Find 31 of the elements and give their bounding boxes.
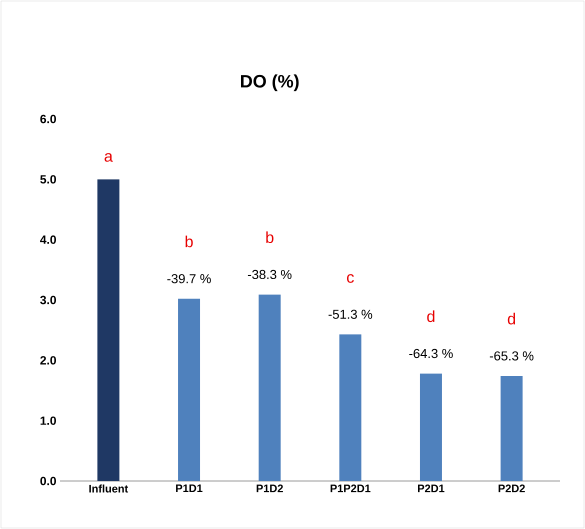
x-tick-label: Influent	[89, 484, 128, 493]
bar	[97, 179, 120, 481]
annotation: -65.3 %	[490, 351, 534, 360]
bar	[339, 334, 362, 481]
x-tick-label: P2D1	[418, 484, 444, 492]
annotation: -39.7 %	[167, 274, 211, 284]
x-tick-label: P1D1	[176, 484, 202, 492]
y-tick-label: 2.0	[40, 356, 56, 365]
y-tick-label: 3.0	[40, 296, 56, 304]
x-tick-label: P2D2	[498, 484, 525, 492]
y-tick-label: 6.0	[40, 114, 56, 124]
annotation: d	[427, 310, 434, 322]
bar	[500, 376, 523, 481]
bar	[178, 298, 200, 481]
y-tick-label: 0.0	[40, 476, 56, 486]
y-tick-label: 4.0	[40, 235, 56, 244]
bar	[420, 374, 442, 481]
annotation: a	[104, 153, 113, 162]
y-tick-label: 5.0	[40, 175, 56, 184]
x-tick-label: P1P2D1	[330, 484, 370, 492]
y-tick-label: 1.0	[40, 416, 56, 425]
annotation: c	[347, 274, 354, 283]
bar	[258, 294, 281, 481]
annotation: b	[186, 236, 193, 248]
annotation: -64.3 %	[409, 348, 453, 358]
annotation: -38.3 %	[248, 270, 292, 280]
x-tick-label: P1D2	[256, 484, 283, 492]
annotation: d	[508, 312, 516, 324]
annotation: -51.3 %	[328, 310, 372, 319]
annotation: b	[266, 231, 274, 244]
chart-title: DO (%)	[240, 74, 299, 92]
